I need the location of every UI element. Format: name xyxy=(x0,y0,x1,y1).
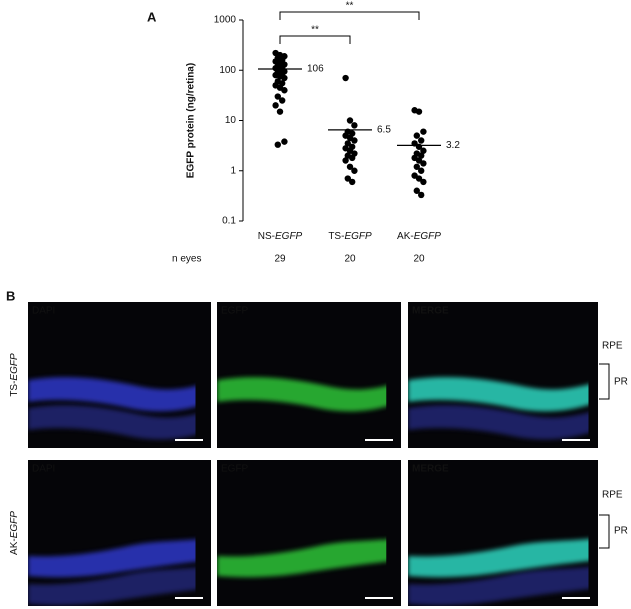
nuclear-layer xyxy=(28,405,196,440)
nuclear-layer xyxy=(408,405,589,440)
dot xyxy=(274,141,281,148)
panel-label: B xyxy=(6,288,15,303)
dot xyxy=(420,147,427,154)
dot xyxy=(342,74,349,82)
significance-label: ** xyxy=(346,1,354,12)
image-content xyxy=(408,538,589,606)
dot xyxy=(418,191,425,199)
channel-label: EGFP xyxy=(221,464,249,475)
layer-label: PR xyxy=(614,377,628,388)
significance-label: ** xyxy=(311,25,319,36)
signal-band xyxy=(217,377,387,412)
channel-label: DAPI xyxy=(32,464,55,475)
y-tick-label: 100 xyxy=(219,65,236,76)
significance-bracket xyxy=(279,35,351,44)
layer-label: RPE xyxy=(602,341,623,352)
dot xyxy=(418,137,425,144)
micrograph xyxy=(217,302,401,448)
signal-band xyxy=(28,377,196,412)
dot xyxy=(272,102,279,109)
dot xyxy=(418,167,425,174)
image-content xyxy=(408,377,589,440)
mean-label: 3.2 xyxy=(446,140,460,151)
x-tick-label: NS-EGFP xyxy=(258,231,303,242)
image-content xyxy=(217,377,387,412)
row-label: AK-EGFP xyxy=(9,511,20,555)
layer-label: PR xyxy=(614,526,628,537)
x-tick-label: TS-EGFP xyxy=(328,231,372,242)
layer-bracket xyxy=(599,363,610,400)
n-value: 20 xyxy=(413,254,425,265)
dot xyxy=(276,108,284,115)
significance-bracket xyxy=(279,11,420,20)
dot xyxy=(279,97,286,104)
signal-band xyxy=(217,539,387,578)
nuclear-layer xyxy=(408,566,589,606)
dot xyxy=(420,178,427,186)
y-tick-label: 0.1 xyxy=(222,216,236,227)
channel-label: DAPI xyxy=(32,306,55,317)
signal-band xyxy=(408,538,589,578)
dot xyxy=(413,163,420,170)
micrograph xyxy=(217,460,401,606)
image-content xyxy=(217,539,387,578)
layer-label: RPE xyxy=(602,490,623,501)
dot xyxy=(420,128,427,135)
row-label: TS-EGFP xyxy=(9,353,20,397)
y-tick-label: 1 xyxy=(230,165,236,176)
image-bg xyxy=(217,302,401,448)
panel-label: A xyxy=(147,9,157,24)
mean-label: 6.5 xyxy=(377,125,391,136)
dot xyxy=(413,187,420,194)
dot xyxy=(349,178,356,186)
channel-label: MERGE xyxy=(412,464,449,475)
channel-label: EGFP xyxy=(221,306,249,317)
nuclear-layer xyxy=(28,567,196,606)
image-content xyxy=(28,539,196,606)
y-tick-label: 1000 xyxy=(214,15,237,26)
dot xyxy=(344,175,351,182)
dot xyxy=(281,74,288,82)
dot xyxy=(274,93,281,100)
dot xyxy=(415,108,423,115)
micrograph xyxy=(28,302,211,448)
y-axis-label: EGFP protein (ng/retina) xyxy=(186,63,197,178)
micrograph xyxy=(408,460,598,606)
x-tick-label: AK-EGFP xyxy=(397,231,441,242)
dot xyxy=(281,87,288,94)
signal-band xyxy=(28,539,196,578)
y-tick-label: 10 xyxy=(225,115,237,126)
micrograph xyxy=(28,460,211,606)
dot xyxy=(418,152,425,159)
channel-label: MERGE xyxy=(412,306,449,317)
mean-label: 106 xyxy=(307,64,324,75)
n-value: 29 xyxy=(274,254,286,265)
signal-band xyxy=(408,377,589,412)
dot xyxy=(349,154,356,162)
dot xyxy=(351,167,358,174)
dot xyxy=(344,140,351,147)
image-bg xyxy=(217,460,401,606)
dot xyxy=(346,117,354,124)
dot xyxy=(415,175,423,182)
dot xyxy=(420,160,427,167)
dot xyxy=(413,132,420,139)
dot xyxy=(346,163,354,170)
micrograph xyxy=(408,302,598,448)
n-value: 20 xyxy=(344,254,356,265)
image-content xyxy=(28,377,196,440)
n-label: n eyes xyxy=(172,254,201,265)
dot xyxy=(351,137,358,144)
layer-bracket xyxy=(599,514,610,549)
dot xyxy=(281,138,288,145)
dot xyxy=(342,157,349,164)
dot xyxy=(351,122,358,129)
